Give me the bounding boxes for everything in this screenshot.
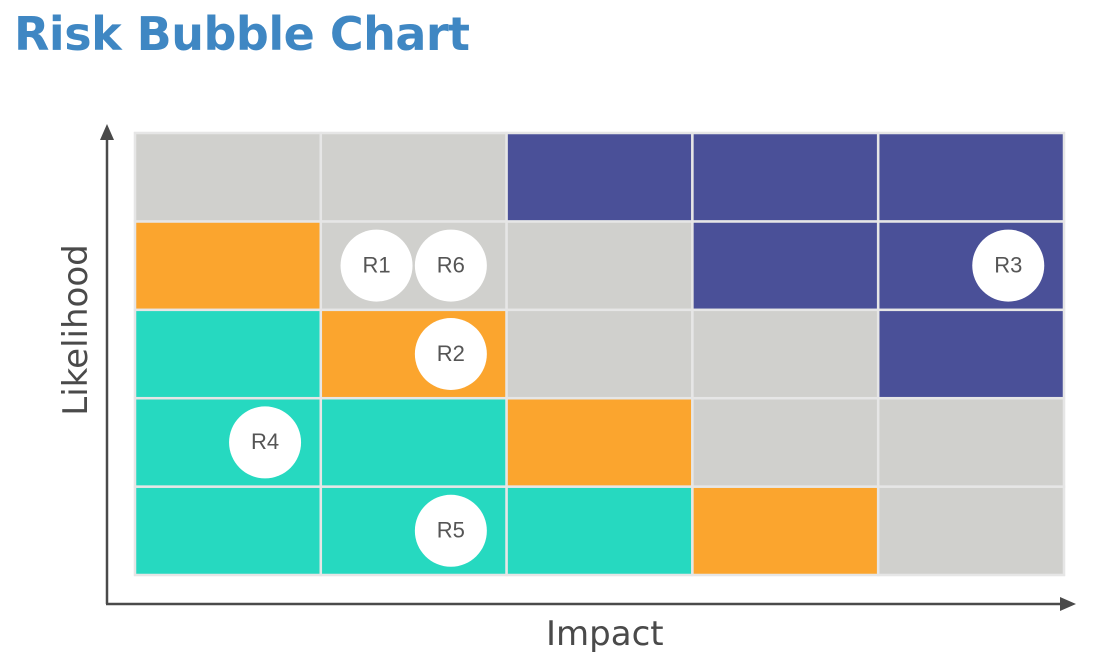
heatmap-cell-neutral bbox=[876, 396, 1066, 488]
heatmap-cell-neutral bbox=[691, 396, 880, 488]
bubble-circle bbox=[340, 229, 413, 302]
bubble-label: R5 bbox=[437, 518, 465, 543]
bubble-circle bbox=[414, 318, 487, 390]
heatmap-cell-high bbox=[876, 308, 1066, 400]
heatmap-cell-low bbox=[505, 485, 694, 577]
heatmap-cell-low bbox=[133, 485, 323, 577]
bubble-label: R2 bbox=[437, 341, 465, 366]
heatmap-cell-medium bbox=[133, 220, 323, 312]
bubble-circle bbox=[972, 229, 1045, 302]
axes bbox=[100, 124, 1076, 611]
heatmap-cell-neutral bbox=[133, 131, 323, 223]
y-axis-arrow-icon bbox=[100, 124, 114, 140]
heatmap-cell-neutral bbox=[691, 308, 880, 400]
heatmap-cell-high bbox=[876, 131, 1066, 223]
risk-bubble-r6: R6 bbox=[414, 229, 487, 302]
x-axis-label: Impact bbox=[546, 614, 664, 654]
heatmap-cell-low bbox=[319, 396, 508, 488]
risk-bubble-r3: R3 bbox=[972, 229, 1045, 302]
bubble-circle bbox=[414, 229, 487, 302]
x-axis-arrow-icon bbox=[1060, 597, 1076, 611]
heatmap-cell-high bbox=[691, 220, 880, 312]
page-title: Risk Bubble Chart bbox=[14, 7, 470, 61]
risk-bubble-r4: R4 bbox=[229, 406, 302, 479]
bubble-label: R3 bbox=[994, 252, 1022, 277]
heatmap-cell-high bbox=[505, 131, 694, 223]
heatmap-cell-neutral bbox=[505, 220, 694, 312]
risk-bubble-r1: R1 bbox=[340, 229, 413, 302]
bubble-label: R6 bbox=[437, 252, 465, 277]
heatmap-cell-low bbox=[133, 308, 323, 400]
bubble-label: R1 bbox=[362, 252, 390, 277]
bubble-circle bbox=[414, 494, 487, 567]
heatmap-cell-high bbox=[691, 131, 880, 223]
y-axis-label: Likelihood bbox=[56, 244, 96, 416]
heatmap-cell-medium bbox=[505, 396, 694, 488]
heatmap-cell-neutral bbox=[319, 131, 508, 223]
heatmap-cells bbox=[133, 131, 1066, 577]
bubble-circle bbox=[229, 406, 302, 479]
bubble-label: R4 bbox=[251, 429, 279, 454]
heatmap-cell-neutral bbox=[505, 308, 694, 400]
heatmap-cell-neutral bbox=[876, 485, 1066, 577]
risk-bubble-r5: R5 bbox=[414, 494, 487, 567]
risk-bubble-r2: R2 bbox=[414, 318, 487, 390]
heatmap-cell-medium bbox=[691, 485, 880, 577]
risk-bubbles: R1 R6 R3 R2 R4 R5 bbox=[229, 229, 1045, 567]
